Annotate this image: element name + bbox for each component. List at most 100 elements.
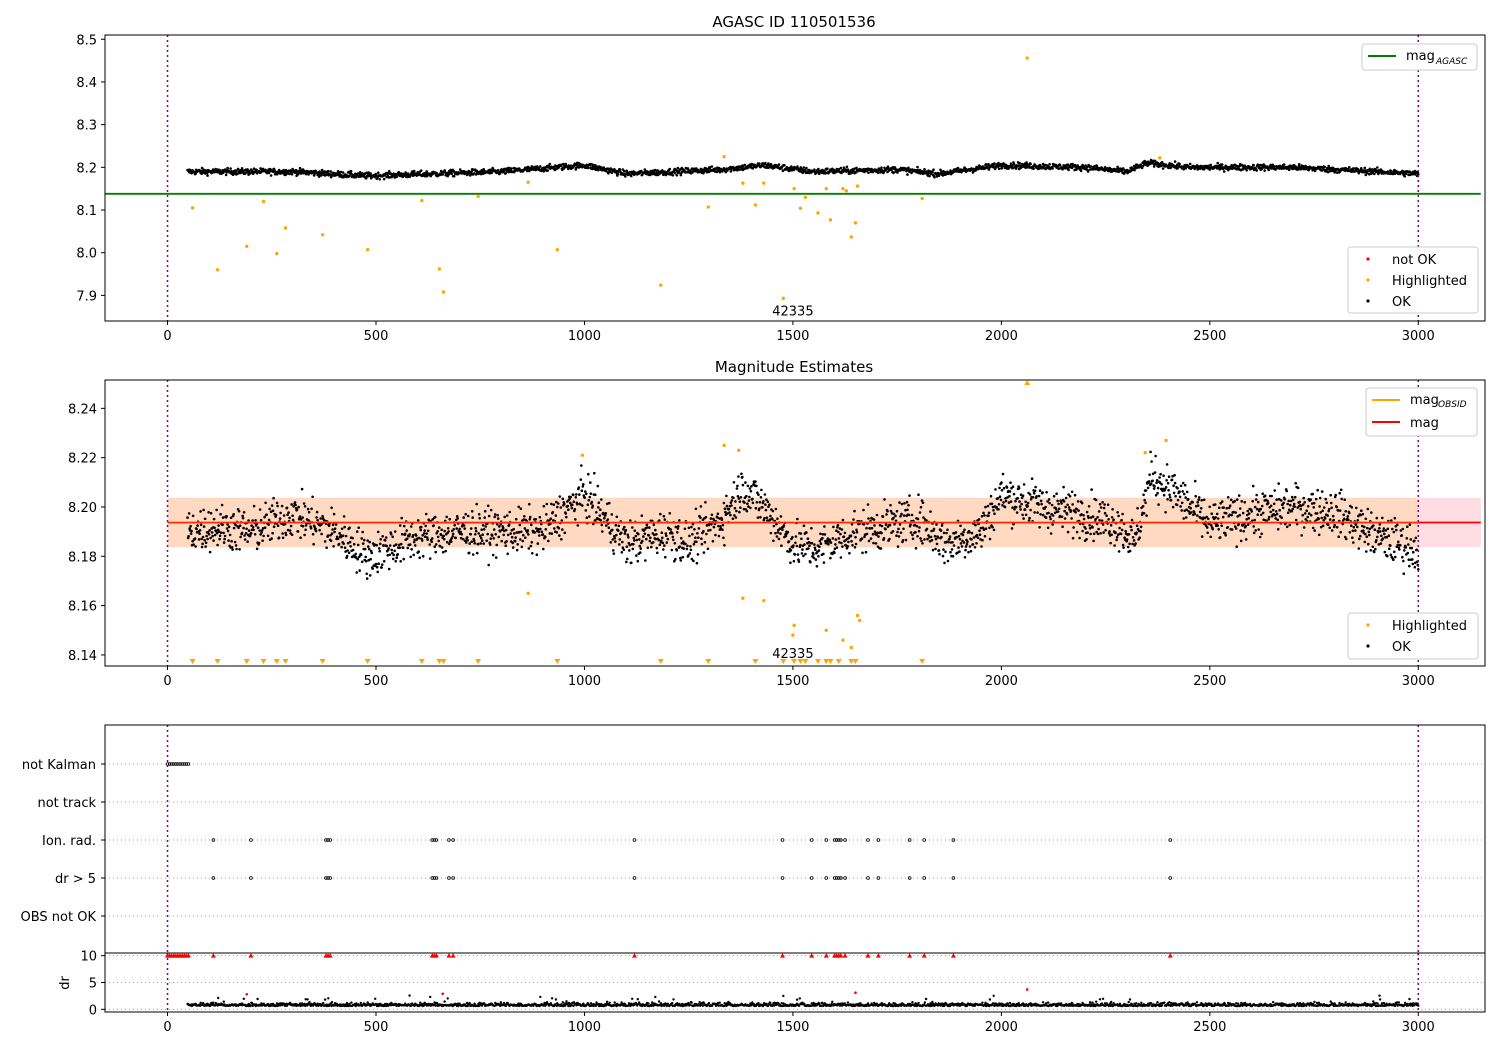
ok-point — [580, 464, 583, 467]
ok-point — [1113, 544, 1116, 547]
ok-point — [535, 553, 539, 556]
ok-point — [735, 509, 738, 513]
ok-point — [1401, 169, 1405, 173]
ok-point — [963, 556, 967, 559]
ok-point — [485, 539, 489, 542]
ok-point — [909, 523, 912, 526]
ok-point — [304, 524, 308, 527]
ok-point — [1240, 500, 1243, 503]
ok-point — [316, 518, 319, 522]
ok-point — [1374, 547, 1377, 551]
ok-point — [1406, 525, 1409, 528]
ok-point — [1096, 532, 1100, 536]
ok-point — [214, 529, 218, 533]
ok-point — [209, 536, 212, 540]
ok-point — [765, 516, 769, 519]
ok-point — [1125, 538, 1129, 541]
ok-point — [200, 537, 203, 541]
ok-point — [395, 556, 399, 560]
legend-mag-agasc-label: mag — [1406, 49, 1435, 64]
ok-point — [892, 516, 895, 520]
ok-point — [1128, 542, 1131, 546]
ok-point — [423, 529, 427, 532]
ok-point — [341, 171, 345, 174]
ok-point — [776, 517, 779, 520]
ok-point — [387, 567, 391, 571]
ok-point — [1330, 529, 1334, 532]
ok-point — [625, 560, 628, 564]
ok-point — [1260, 532, 1263, 536]
ok-point — [1228, 504, 1232, 508]
ok-point — [937, 549, 941, 552]
ok-point — [623, 525, 626, 529]
ok-point — [478, 516, 482, 520]
ok-point — [1092, 532, 1096, 536]
ok-point — [1327, 507, 1331, 511]
ok-point — [1376, 535, 1379, 539]
ok-point — [1348, 531, 1352, 534]
ok-point — [1256, 500, 1260, 504]
ok-point — [210, 531, 214, 534]
ok-point — [1358, 537, 1361, 541]
ok-point — [219, 512, 222, 516]
ok-point — [191, 540, 194, 543]
ok-point — [1132, 539, 1136, 542]
ok-point — [282, 169, 286, 173]
ok-point — [1026, 504, 1029, 508]
ok-point — [804, 552, 807, 556]
ok-point — [1362, 529, 1365, 532]
ok-point — [1386, 554, 1389, 558]
ok-point — [1116, 165, 1119, 169]
ok-point — [780, 544, 783, 547]
ok-point — [809, 560, 812, 564]
ok-point — [497, 535, 501, 539]
ok-point — [1070, 517, 1073, 520]
ok-point — [817, 167, 820, 171]
ok-point — [1383, 550, 1387, 554]
ok-point — [643, 532, 647, 536]
ok-point — [1220, 500, 1224, 503]
ok-point — [919, 505, 923, 509]
ok-point — [580, 489, 584, 493]
ok-point — [597, 506, 600, 509]
ok-point — [933, 175, 936, 179]
ok-point — [301, 524, 305, 528]
ok-point — [1060, 515, 1064, 519]
ok-point — [826, 167, 829, 170]
ok-point — [1196, 504, 1200, 507]
ok-point — [200, 545, 204, 549]
ok-point — [1329, 501, 1333, 505]
ok-point — [998, 495, 1002, 499]
ok-point — [655, 533, 658, 536]
ok-point — [792, 559, 796, 563]
ok-point — [506, 533, 510, 537]
ok-point — [645, 537, 648, 541]
ok-point — [677, 525, 680, 528]
ok-point — [635, 538, 639, 542]
ok-point — [691, 532, 694, 536]
ok-point — [548, 162, 552, 166]
ok-point — [241, 516, 245, 520]
ok-point — [1153, 485, 1156, 488]
ok-point — [635, 554, 638, 557]
ok-point — [829, 541, 833, 544]
ok-point — [502, 533, 506, 537]
ok-point — [831, 167, 834, 171]
ok-point — [1084, 527, 1087, 530]
ok-point — [581, 504, 584, 507]
ok-point — [1071, 503, 1074, 506]
ok-point — [1015, 511, 1019, 514]
ok-point — [1392, 530, 1396, 534]
ok-point — [834, 543, 837, 546]
ok-point — [1395, 528, 1398, 532]
ok-point — [686, 544, 689, 548]
highlighted-point-28 — [844, 189, 848, 193]
ok-point — [1160, 483, 1163, 486]
ok-point — [549, 517, 553, 520]
ok-point — [348, 174, 351, 178]
ok-point — [311, 532, 315, 536]
ok-point — [208, 550, 212, 554]
ok-point — [902, 527, 905, 531]
ok-point — [1019, 508, 1022, 511]
